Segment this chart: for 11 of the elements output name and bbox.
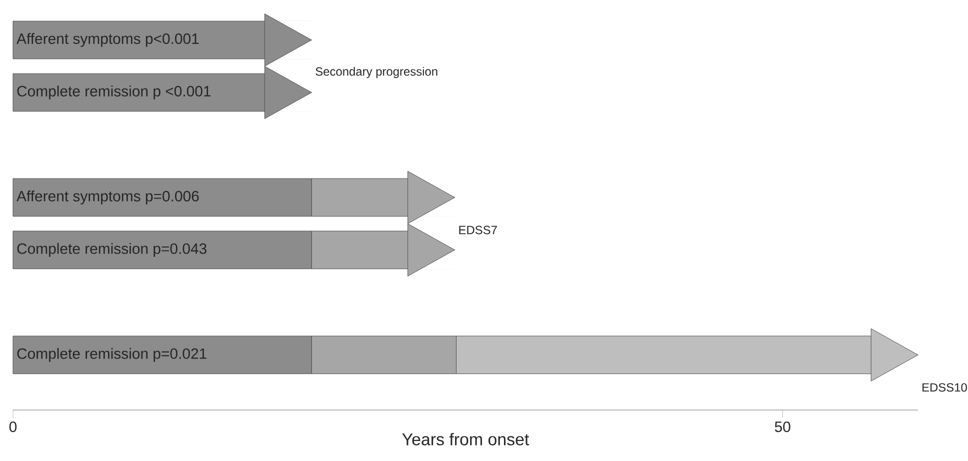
y-tick-label: Afferent symptoms p<0.001	[16, 33, 199, 47]
y-tick-label: Complete remission p <0.001	[17, 86, 211, 100]
text: EDSS10	[922, 383, 967, 392]
x-axis-title: Years from onset	[402, 432, 530, 446]
y-tick-label: Afferent symptoms p=0.006	[16, 190, 199, 204]
annotation: EDSS7	[459, 226, 497, 234]
y-tick-label: Complete remission p=0.043	[17, 242, 206, 257]
x-tick-label: 0	[9, 422, 17, 432]
x-tick-label: 50	[774, 422, 790, 432]
y-tick-label: Complete remission p=0.021	[17, 348, 206, 362]
annotation: Secondary progression	[316, 66, 438, 78]
